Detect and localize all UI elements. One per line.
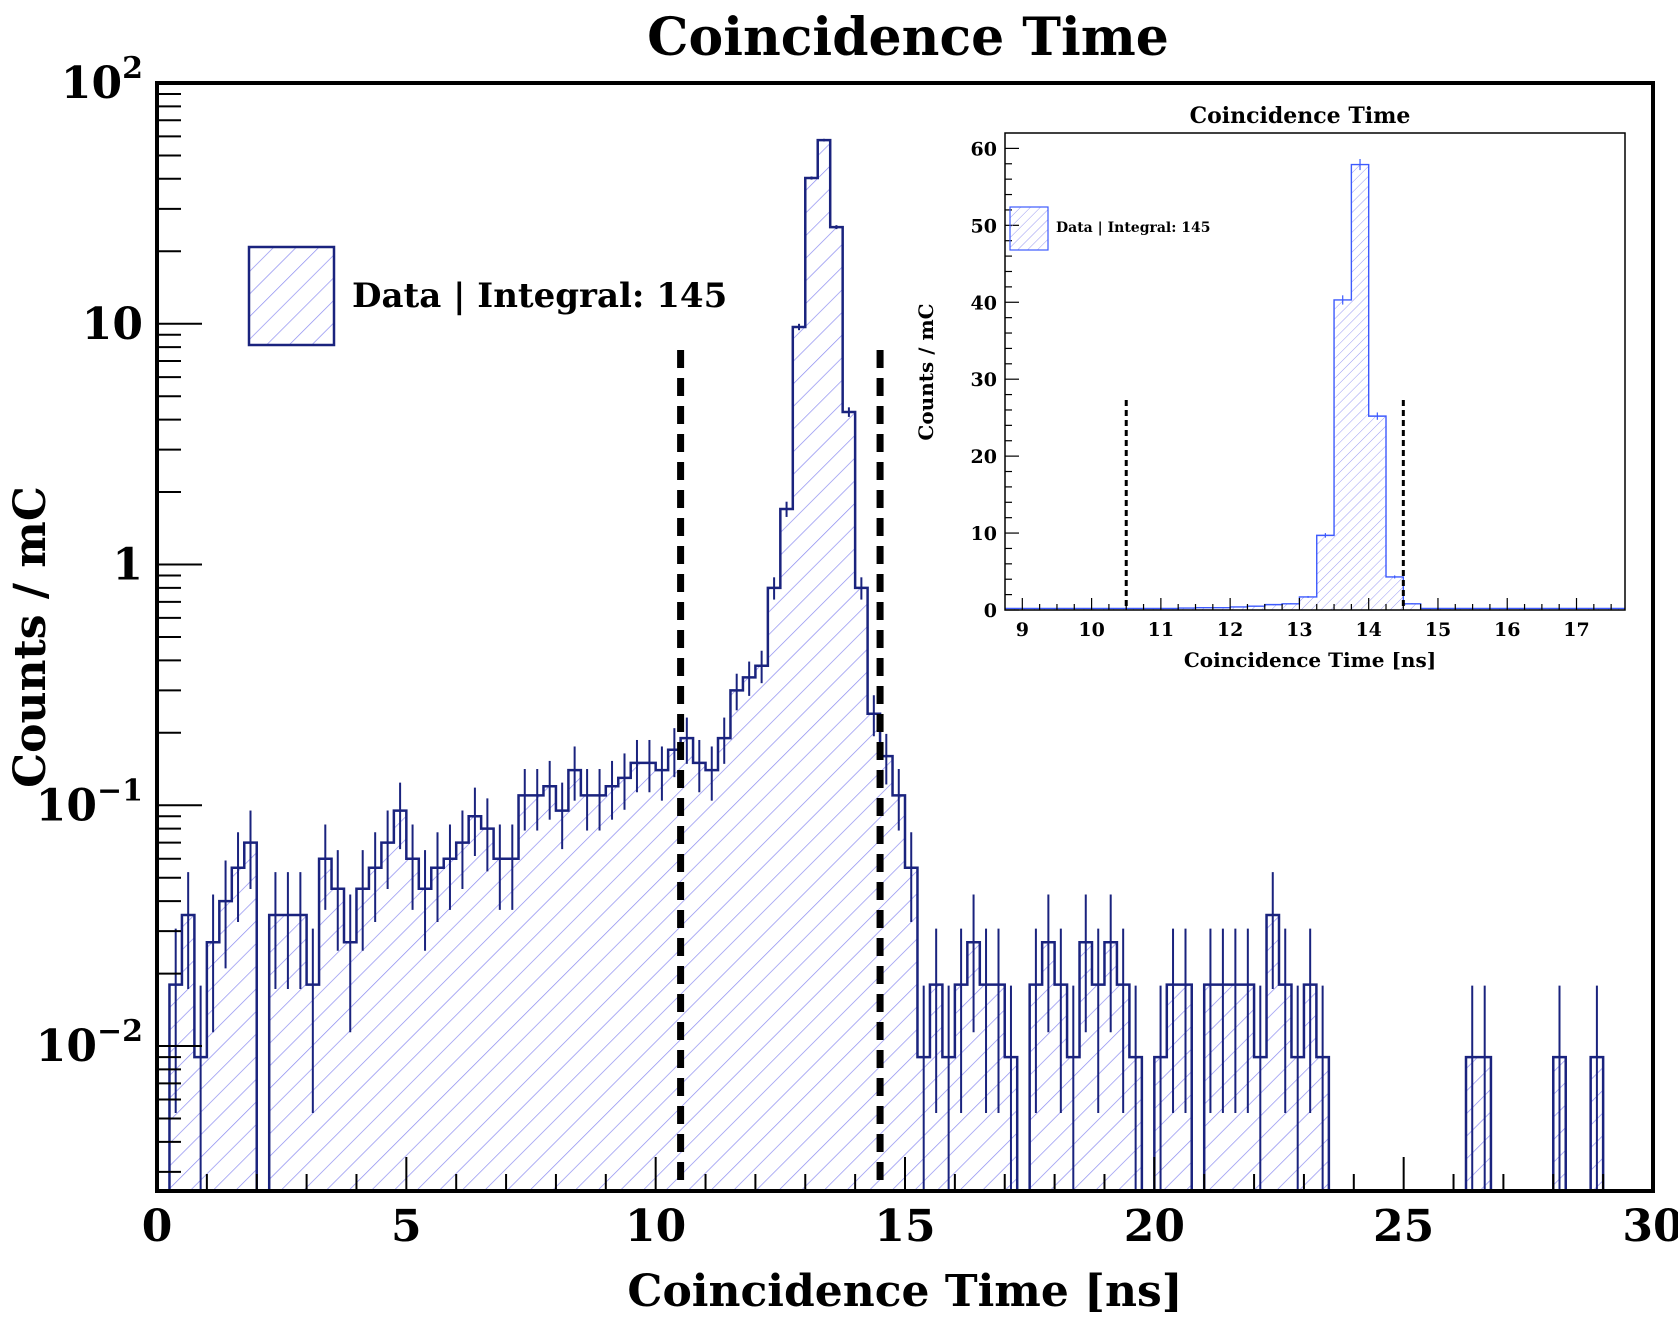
inset-x-tick-label: 12: [1217, 619, 1243, 641]
x-tick-label: 15: [874, 1201, 935, 1252]
inset-plot: Coincidence Time 9 10 11 12 13 14 15 16 17 0 10 20…: [914, 103, 1626, 672]
inset-legend: Data | Integral: 145: [1009, 206, 1211, 251]
y-tick-label: 1: [112, 540, 143, 591]
inset-x-tick-label: 9: [1016, 619, 1029, 641]
main-plot-frame: [155, 81, 1655, 1193]
inset-title: Coincidence Time: [1190, 103, 1411, 129]
inset-x-tick-label: 13: [1286, 619, 1312, 641]
main-cut-lines: [677, 350, 884, 1191]
inset-y-tick-label: 10: [971, 523, 997, 545]
chart-title: Coincidence Time: [647, 7, 1169, 68]
inset-y-tick-label: 50: [971, 215, 997, 237]
main-legend-label: Data | Integral: 145: [352, 276, 727, 316]
inset-cut-lines: [1124, 400, 1405, 610]
inset-x-axis-title: Coincidence Time [ns]: [1184, 648, 1436, 672]
y-tick-label: 10: [82, 299, 143, 350]
x-axis-title: Coincidence Time [ns]: [627, 1266, 1182, 1314]
inset-y-tick-label: 40: [971, 292, 997, 314]
inset-x-tick-label: 11: [1148, 619, 1174, 641]
inset-plot-frame: [1004, 132, 1626, 611]
inset-x-ticks: 9 10 11 12 13 14 15 16 17: [1016, 598, 1612, 641]
inset-y-tick-label: 60: [971, 138, 997, 160]
inset-error-bars: [1255, 158, 1413, 607]
inset-x-tick-label: 17: [1563, 619, 1589, 641]
x-tick-label: 25: [1373, 1201, 1434, 1252]
y-tick-label: 10−2: [36, 1014, 143, 1072]
inset-y-tick-label: 30: [971, 369, 997, 391]
main-legend: Data | Integral: 145: [247, 245, 727, 347]
y-tick-label: 102: [61, 51, 143, 109]
main-y-ticks: 10−2 10−1 1 10 102: [36, 51, 202, 1173]
x-tick-label: 5: [391, 1201, 422, 1252]
inset-x-tick-label: 10: [1078, 619, 1104, 641]
x-tick-label: 0: [142, 1201, 173, 1252]
x-tick-label: 30: [1622, 1201, 1678, 1252]
inset-x-tick-label: 14: [1355, 619, 1381, 641]
inset-legend-swatch: [1009, 206, 1049, 251]
main-x-ticks: 0 5 10 15 20 25 30: [142, 1157, 1678, 1252]
inset-y-axis-title: Counts / mC: [914, 303, 938, 440]
y-axis-title: Counts / mC: [5, 486, 56, 788]
main-error-bars: [174, 138, 1598, 1191]
inset-x-tick-label: 15: [1425, 619, 1451, 641]
inset-y-ticks: 0 10 20 30 40 50 60: [971, 138, 1019, 622]
inset-histogram-series: [1005, 158, 1625, 610]
inset-legend-label: Data | Integral: 145: [1056, 220, 1211, 236]
x-tick-label: 20: [1124, 1201, 1185, 1252]
main-histogram-series: [157, 138, 1653, 1191]
inset-x-tick-label: 16: [1494, 619, 1520, 641]
y-tick-label: 10−1: [36, 773, 143, 831]
x-tick-label: 10: [625, 1201, 686, 1252]
inset-y-tick-label: 20: [971, 446, 997, 468]
main-legend-swatch: [247, 245, 336, 347]
inset-y-tick-label: 0: [984, 600, 997, 622]
